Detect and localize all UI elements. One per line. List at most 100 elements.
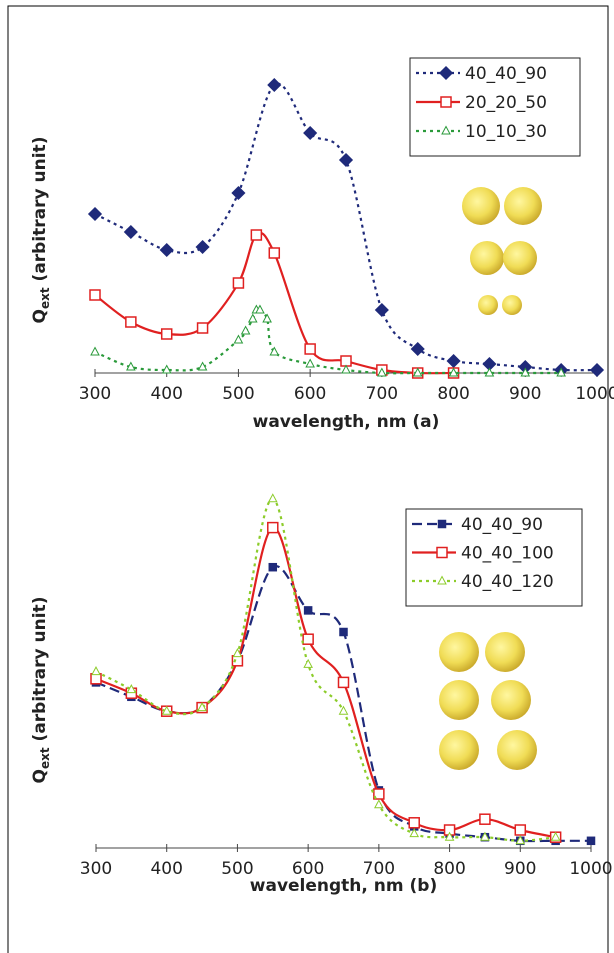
x-tick-label: 700 — [366, 384, 398, 404]
x-tick-label: 700 — [363, 859, 395, 879]
marker — [161, 705, 172, 715]
x-tick-label: 600 — [294, 384, 326, 404]
y-label-symbol: Q — [30, 769, 50, 783]
series-line — [94, 82, 598, 372]
legend-marker — [441, 125, 451, 135]
y-axis-label: Qext (arbitrary unit) — [30, 137, 52, 324]
marker — [448, 367, 459, 377]
marker — [338, 152, 354, 168]
x-tick-label: 900 — [504, 859, 536, 879]
legend-box — [405, 508, 583, 607]
x-tick-label: 400 — [150, 384, 182, 404]
marker — [484, 367, 495, 377]
marker — [267, 521, 279, 534]
legend-label: 40_40_120 — [461, 572, 554, 592]
marker — [550, 831, 561, 841]
marker — [197, 702, 207, 712]
x-axis-label: wavelength, nm (a) — [253, 412, 440, 432]
marker — [444, 831, 455, 841]
marker — [303, 606, 313, 615]
marker — [304, 343, 316, 355]
marker — [267, 493, 278, 503]
marker — [89, 289, 101, 301]
x-tick-label: 900 — [509, 384, 541, 404]
marker — [125, 316, 137, 328]
marker — [410, 341, 425, 357]
marker — [267, 77, 282, 93]
marker — [255, 304, 265, 314]
marker — [269, 346, 280, 356]
x-tick-label: 600 — [292, 859, 324, 879]
marker — [446, 353, 461, 369]
x-tick-label: 1000 — [575, 384, 614, 404]
legend-label: 20_20_50 — [465, 93, 547, 113]
legend-marker — [438, 65, 454, 81]
marker — [374, 302, 389, 318]
marker — [303, 125, 318, 141]
frame — [7, 5, 609, 953]
marker — [341, 364, 351, 374]
x-tick-label: 400 — [150, 859, 182, 879]
marker — [91, 666, 101, 676]
marker — [126, 361, 136, 371]
marker — [197, 361, 208, 371]
spheres-a — [462, 187, 542, 315]
marker — [159, 242, 174, 258]
marker — [268, 562, 278, 572]
marker — [514, 824, 527, 836]
marker — [339, 627, 348, 637]
marker — [479, 813, 491, 825]
legend-marker — [436, 546, 448, 559]
marker — [373, 788, 385, 800]
marker — [232, 648, 243, 658]
marker — [374, 799, 384, 809]
marker — [408, 817, 420, 829]
legend-label: 10_10_30 — [465, 122, 547, 142]
x-tick-label: 300 — [79, 384, 111, 404]
legend-box — [409, 57, 581, 157]
marker — [556, 367, 566, 377]
marker — [303, 658, 313, 668]
marker — [520, 367, 531, 377]
x-tick-label: 1000 — [569, 859, 612, 879]
spheres-b — [439, 632, 537, 770]
marker — [480, 831, 490, 841]
x-axis-label: wavelength, nm (b) — [250, 876, 437, 896]
marker — [250, 229, 263, 241]
x-tick-label: 500 — [222, 384, 254, 404]
marker — [377, 367, 387, 377]
y-label-text: (arbitrary unit) — [30, 597, 50, 748]
marker — [161, 364, 172, 374]
marker — [412, 367, 423, 377]
legend-marker — [440, 96, 452, 108]
x-tick-label: 800 — [437, 384, 469, 404]
marker — [337, 676, 350, 689]
marker — [338, 705, 349, 715]
x-tick-label: 800 — [433, 859, 465, 879]
marker — [123, 224, 138, 240]
marker — [586, 836, 596, 846]
legend-label: 40_40_90 — [465, 64, 547, 84]
y-label-text: (arbitrary unit) — [30, 137, 50, 288]
marker — [262, 313, 272, 323]
marker — [589, 362, 605, 378]
marker — [302, 633, 314, 645]
legend-label: 40_40_90 — [461, 515, 543, 535]
y-axis-label: Qext (arbitrary unit) — [30, 597, 52, 784]
marker — [240, 325, 251, 335]
marker — [231, 185, 246, 201]
y-label-symbol: Q — [30, 309, 50, 323]
marker — [232, 277, 245, 289]
marker — [409, 828, 420, 838]
legend-marker — [437, 519, 447, 529]
marker — [268, 247, 281, 259]
marker — [305, 358, 315, 368]
legend-label: 40_40_100 — [461, 544, 554, 564]
legend-marker — [437, 575, 447, 585]
marker — [87, 206, 103, 222]
marker — [233, 334, 244, 344]
marker — [515, 835, 526, 845]
marker — [196, 322, 209, 334]
marker — [160, 328, 173, 340]
